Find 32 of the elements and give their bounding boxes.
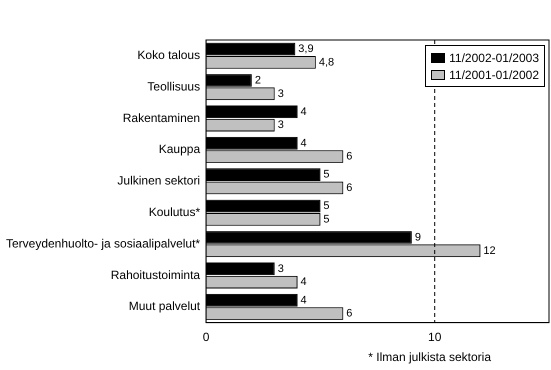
data-label: 3 xyxy=(278,119,284,132)
data-label: 6 xyxy=(346,308,352,320)
data-label: 3,9 xyxy=(298,43,314,56)
data-label: 4,8 xyxy=(318,56,334,68)
y-tick-label: Julkinen sektori xyxy=(117,174,200,188)
data-label: 9 xyxy=(414,231,421,244)
y-tick-label: Kauppa xyxy=(158,142,200,156)
data-label: 4 xyxy=(300,137,307,150)
y-tick-label: Rahoitustoiminta xyxy=(110,268,200,282)
y-tick-label: Terveydenhuolto- ja sosiaalipalvelut* xyxy=(6,236,200,250)
data-label: 3 xyxy=(278,262,284,275)
data-label: 5 xyxy=(323,168,330,181)
y-tick-label: Rakentaminen xyxy=(122,110,200,125)
data-label: 4 xyxy=(300,276,307,288)
y-tick-label: Koko talous xyxy=(137,48,200,62)
legend-label: 11/2002-01/2003 xyxy=(448,50,539,66)
data-label: 2 xyxy=(254,74,261,86)
x-tick-label: 0 xyxy=(202,330,210,344)
y-tick-label: Muut palvelut xyxy=(128,299,201,314)
x-tick-label: 10 xyxy=(428,330,442,344)
y-tick-label: Koulutus* xyxy=(148,205,200,220)
data-label: 12 xyxy=(483,244,496,257)
data-label: 5 xyxy=(323,213,330,226)
y-tick-label: Teollisuus xyxy=(147,79,200,94)
data-label: 6 xyxy=(346,182,352,194)
legend-label: 11/2001-01/2002 xyxy=(448,66,539,83)
data-label: 3 xyxy=(278,88,284,100)
data-label: 6 xyxy=(346,150,352,163)
text: * Ilman julkista sektoria xyxy=(368,350,491,364)
data-label: 5 xyxy=(323,200,330,212)
data-label: 4 xyxy=(300,294,307,306)
data-label: 4 xyxy=(300,106,307,118)
